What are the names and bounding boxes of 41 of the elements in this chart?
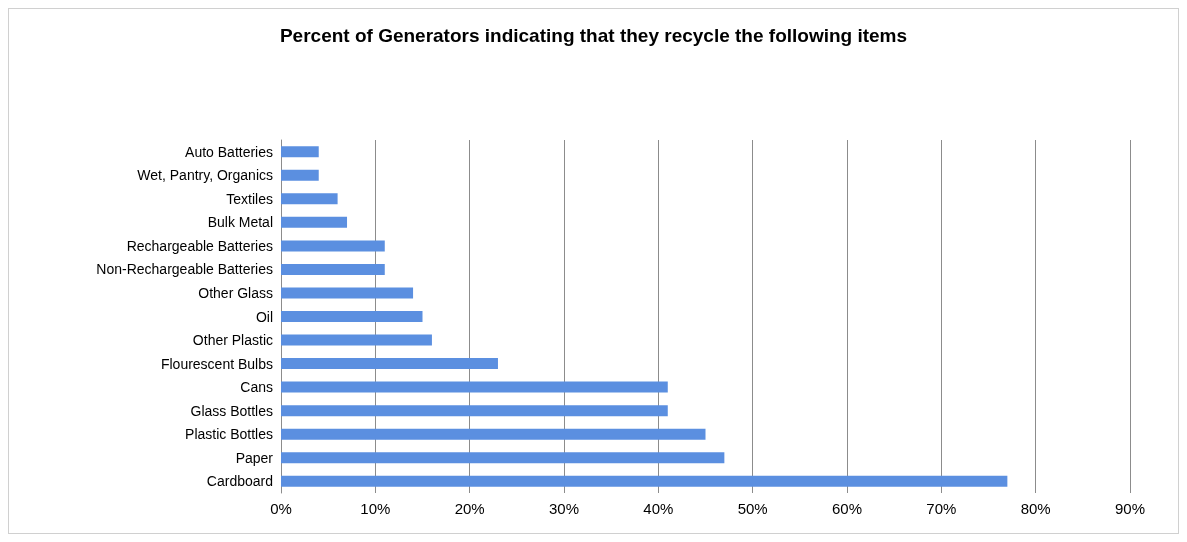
y-tick-label: Flourescent Bulbs: [160, 355, 273, 372]
y-tick-label: Other Glass: [198, 284, 273, 301]
x-tick-label: 10%: [360, 500, 391, 517]
x-tick-label: 50%: [737, 500, 768, 517]
bar: [281, 381, 668, 393]
x-tick-label: 40%: [643, 500, 674, 517]
x-tick-label: 80%: [1020, 500, 1051, 517]
y-tick-label: Other Plastic: [192, 332, 273, 349]
y-tick-label: Paper: [235, 449, 274, 466]
bar: [281, 216, 348, 228]
y-tick-label: Cardboard: [206, 473, 273, 490]
bar: [281, 334, 432, 346]
y-tick-label: Rechargeable Batteries: [126, 237, 273, 254]
bar: [281, 358, 498, 370]
bar: [281, 311, 423, 322]
bar: [281, 287, 414, 299]
bar: [281, 452, 725, 464]
bar: [281, 240, 385, 252]
bar: [281, 169, 319, 181]
x-tick-label: 30%: [548, 500, 580, 517]
y-tick-label: Textiles: [226, 190, 273, 207]
x-tick-label: 70%: [926, 500, 957, 517]
bar: [281, 193, 338, 205]
y-tick-label: Bulk Metal: [207, 214, 273, 231]
x-tick-label: 90%: [1114, 500, 1146, 517]
x-tick-label: 20%: [454, 500, 485, 517]
y-tick-label: Plastic Bottles: [185, 426, 273, 443]
bar: [281, 428, 706, 440]
y-tick-label: Oil: [255, 308, 273, 325]
bar: [281, 475, 1008, 487]
y-tick-label: Glass Bottles: [190, 402, 273, 419]
y-tick-label: Cans: [240, 379, 273, 396]
bar: [281, 405, 668, 417]
x-tick-label: 0%: [270, 500, 292, 517]
x-tick-label: 60%: [831, 500, 863, 517]
bar: [281, 146, 319, 158]
y-tick-label: Auto Batteries: [185, 143, 273, 160]
y-tick-label: Non-Rechargeable Batteries: [96, 261, 273, 278]
bar: [281, 263, 385, 275]
y-tick-label: Wet, Pantry, Organics: [137, 167, 273, 184]
chart-title: Percent of Generators indicating that they recycle the following items: [279, 25, 908, 46]
